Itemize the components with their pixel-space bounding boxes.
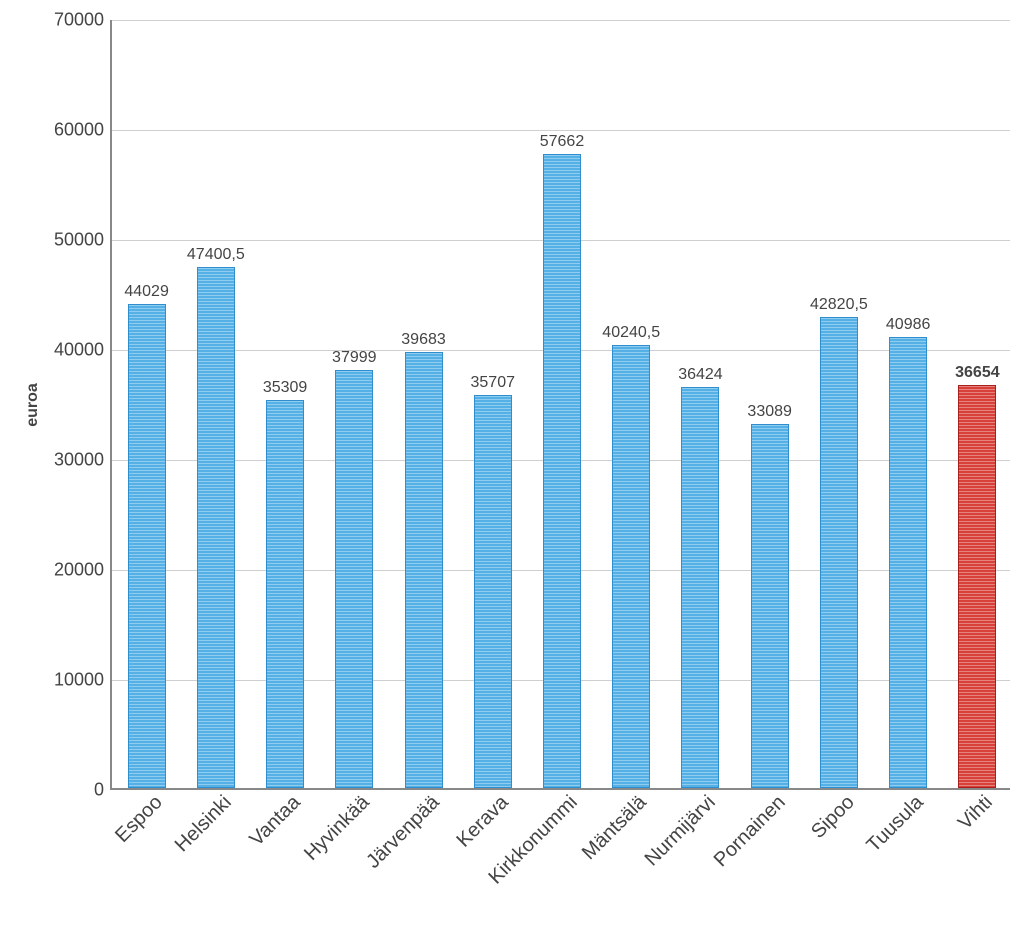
plot-area: euroa 0100002000030000400005000060000700… [110,20,1010,790]
bar: 39683Järvenpää [405,352,443,789]
xtick-label: Sipoo [803,787,860,844]
gridline [112,20,1010,21]
bar: 35707Kerava [474,395,512,788]
bar-value-label: 47400,5 [187,246,245,268]
bar-value-label: 37999 [332,349,377,371]
bar-value-label: 35707 [471,374,516,396]
bar-value-label: 33089 [747,403,792,425]
bar-value-label: 40240,5 [602,324,660,346]
xtick-label: Pornainen [705,787,790,872]
bar: 40986Tuusula [889,337,927,788]
bar: 42820,5Sipoo [820,317,858,788]
bar: 33089Pornainen [751,424,789,788]
xtick-label: Vantaa [241,787,305,851]
y-axis-label: euroa [24,383,42,427]
bar: 47400,5Helsinki [197,267,235,788]
xtick-label: Espoo [106,787,167,848]
bar-value-label: 57662 [540,133,585,155]
bar: 44029Espoo [128,304,166,788]
ytick-label: 20000 [54,560,112,581]
bar: 40240,5Mäntsälä [612,345,650,788]
ytick-label: 30000 [54,450,112,471]
ytick-label: 40000 [54,340,112,361]
ytick-label: 50000 [54,230,112,251]
bar: 37999Hyvinkää [335,370,373,788]
xtick-label: Kerava [448,787,513,852]
bar: 36654Vihti [958,385,996,788]
bar: 36424Nurmijärvi [681,387,719,788]
ytick-label: 10000 [54,670,112,691]
ytick-label: 70000 [54,10,112,31]
bar-chart: euroa 0 10000 20000 30000 40000 50000 60000 700… [0,0,1024,931]
bar: 35309Vantaa [266,400,304,788]
xtick-label: Nurmijärvi [637,787,721,871]
xtick-label: Järvenpää [357,787,444,874]
xtick-label: Helsinki [166,787,236,857]
bar-value-label: 40986 [886,316,931,338]
ytick-label: 60000 [54,120,112,141]
bar-value-label: 44029 [124,283,169,305]
gridline [112,130,1010,131]
bar-value-label: 35309 [263,379,308,401]
bar-value-label: 39683 [401,331,446,353]
ytick-label: 0 [94,780,112,801]
bar-value-label: 42820,5 [810,296,868,318]
bar-value-label: 36424 [678,366,723,388]
bar-value-label: 36654 [955,364,1000,386]
bar: 57662Kirkkonummi [543,154,581,788]
xtick-label: Vihti [950,787,998,835]
xtick-label: Tuusula [858,787,928,857]
